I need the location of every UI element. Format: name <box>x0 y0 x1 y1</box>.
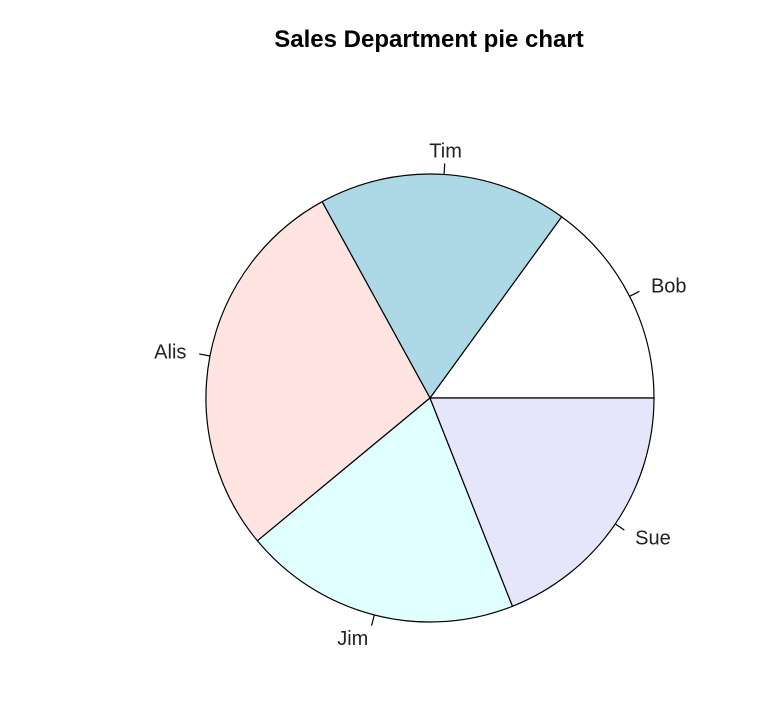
pie-labels: Bob Tim Alis Jim Sue <box>154 140 686 650</box>
pie-tick-bob <box>629 290 640 297</box>
pie-slices <box>205 173 655 623</box>
pie-tick-sue <box>614 523 625 531</box>
pie-slice-bob <box>428 215 655 399</box>
pie-label-sue: Sue <box>635 527 671 549</box>
pie-tick-jim <box>370 614 375 626</box>
pie-slice-jim <box>256 397 514 623</box>
pie-label-tim: Tim <box>429 140 462 162</box>
chart-title: Sales Department pie chart <box>274 26 584 53</box>
pie-slice-tim <box>321 173 563 400</box>
pie-label-alis: Alis <box>154 342 186 364</box>
pie-label-jim: Jim <box>337 628 368 650</box>
pie-label-bob: Bob <box>651 275 687 297</box>
pie-tick-tim <box>443 163 446 175</box>
pie-tick-alis <box>199 353 211 357</box>
